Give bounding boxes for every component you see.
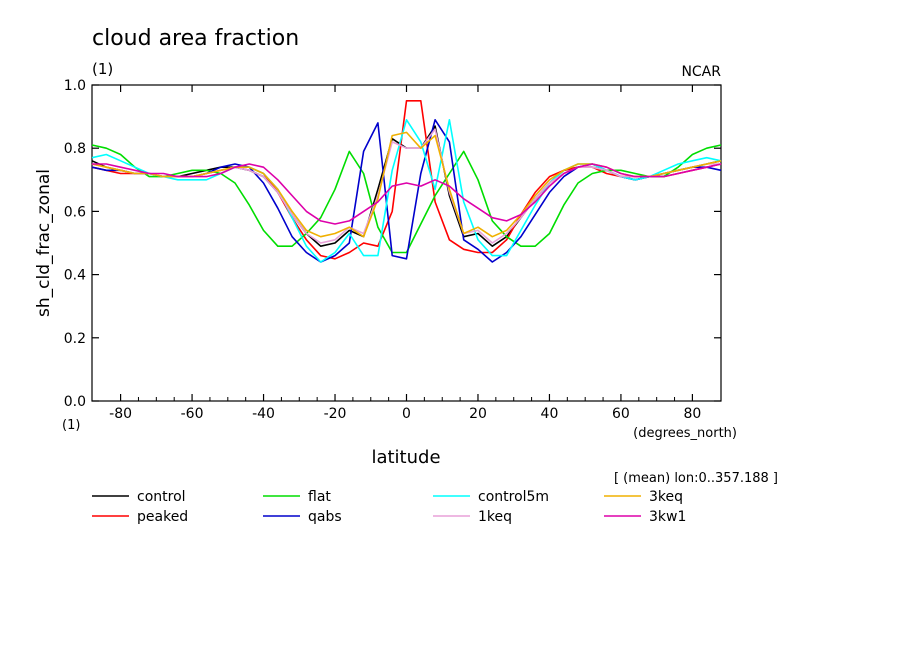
y-tick-label: 0.0 — [64, 394, 86, 410]
mean-note: [ (mean) lon:0..357.188 ] — [614, 471, 778, 486]
series-line-3kw1 — [92, 163, 722, 225]
chart-title: cloud area fraction — [92, 26, 299, 51]
series-line-qabs — [91, 119, 722, 263]
legend-label-flat: flat — [308, 489, 331, 505]
x-tick-label: -60 — [181, 406, 204, 422]
y-unit-label: (1) — [62, 418, 80, 433]
series-line-flat — [91, 144, 722, 254]
legend-label-control5m: control5m — [478, 489, 549, 505]
y-axis: 0.0 0.2 0.4 0.6 0.8 1.0 — [64, 78, 721, 410]
legend-label-1keq: 1keq — [478, 509, 512, 525]
x-tick-label: 20 — [469, 406, 487, 422]
y-tick-label: 0.2 — [64, 331, 86, 347]
legend-label-peaked: peaked — [137, 509, 188, 525]
y-axis-label: sh_cld_frac_zonal — [34, 169, 54, 317]
x-axis-label: latitude — [371, 447, 440, 468]
series-line-1keq — [91, 128, 721, 244]
series-line-control5m — [91, 119, 722, 263]
series-line-control — [91, 125, 722, 247]
y-tick-label: 1.0 — [64, 78, 86, 94]
legend-label-control: control — [137, 489, 186, 505]
x-unit-label: (degrees_north) — [633, 426, 737, 441]
legend-label-3keq: 3keq — [649, 489, 683, 505]
corner-label: NCAR — [681, 64, 721, 80]
y-tick-label: 0.4 — [64, 268, 86, 284]
x-tick-label: 40 — [541, 406, 559, 422]
legend-label-3kw1: 3kw1 — [649, 509, 686, 525]
legend-label-qabs: qabs — [308, 509, 342, 525]
y-tick-label: 0.6 — [64, 204, 86, 220]
x-tick-label: 0 — [402, 406, 411, 422]
chart-subtitle: (1) — [92, 60, 113, 78]
legend: control peaked flat qabs control5m 1keq 3keq 3k… — [92, 489, 686, 525]
x-axis: -80 -60 -40 -20 0 20 40 60 80 — [109, 85, 701, 422]
y-tick-label: 0.8 — [64, 141, 86, 157]
x-tick-label: 60 — [612, 406, 630, 422]
x-tick-label: -20 — [324, 406, 347, 422]
x-tick-label: 80 — [683, 406, 701, 422]
x-tick-label: -40 — [252, 406, 275, 422]
x-tick-label: -80 — [109, 406, 132, 422]
series-lines — [91, 100, 722, 263]
